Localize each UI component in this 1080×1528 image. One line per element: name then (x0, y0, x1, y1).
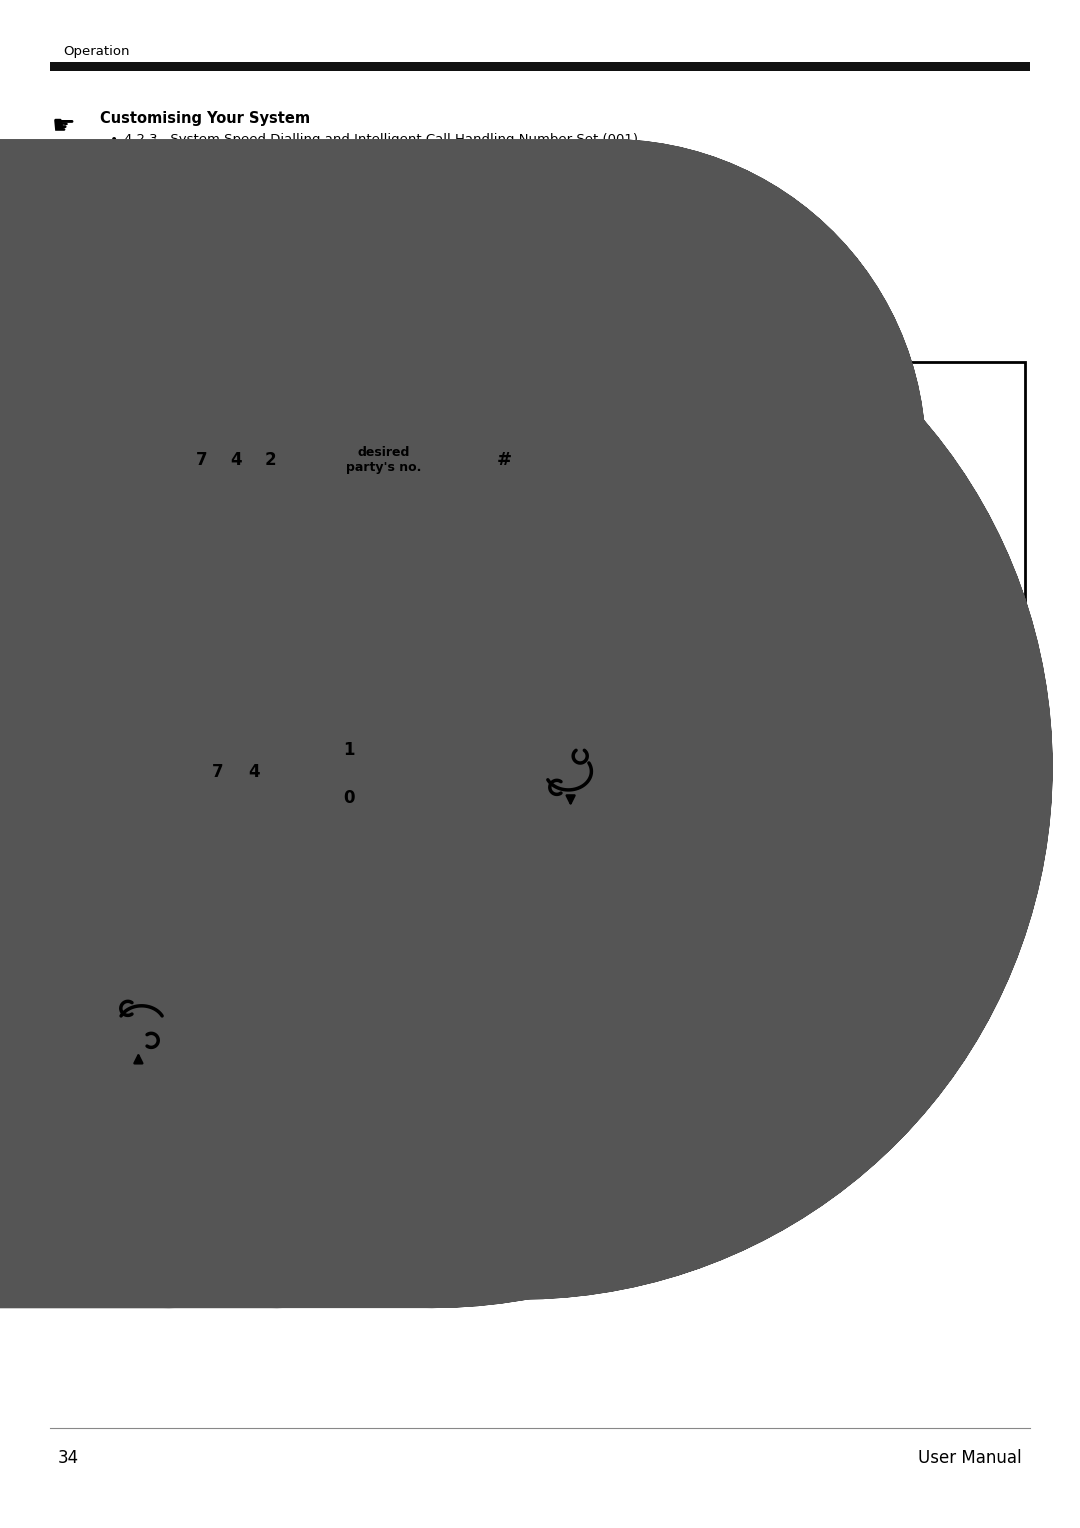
FancyBboxPatch shape (270, 604, 517, 668)
Text: 4.2.3   System Speed Dialling and Intelligent Call Handling Number Set (001): 4.2.3 System Speed Dialling and Intellig… (124, 133, 638, 147)
Text: 0: 0 (343, 788, 354, 807)
Text: ◆: ◆ (55, 663, 68, 681)
Text: 2: 2 (265, 451, 275, 469)
Text: OR: OR (340, 769, 357, 779)
Text: 7: 7 (212, 762, 224, 781)
Bar (55, 924, 167, 950)
FancyBboxPatch shape (334, 431, 434, 489)
Text: Off-hook.: Off-hook. (113, 1086, 166, 1100)
Text: (max. 24 digits).: (max. 24 digits). (336, 555, 434, 567)
Text: number: number (375, 538, 426, 552)
Text: to cancel.: to cancel. (368, 848, 429, 860)
Text: You can make an outside call simply by going off-hook if you pre-assigned a tele: You can make an outside call simply by g… (82, 313, 719, 327)
Text: or: or (343, 848, 359, 860)
Text: DPT/SLT: DPT/SLT (77, 692, 145, 707)
Bar (55, 924, 455, 1118)
Text: 7: 7 (197, 451, 207, 469)
Text: Create or re-arrange a DDI/CLIP key.: Create or re-arrange a DDI/CLIP key. (124, 257, 364, 269)
Text: To dial: To dial (73, 903, 129, 917)
Text: Operation: Operation (63, 46, 130, 58)
Text: party's: party's (336, 538, 387, 552)
Text: Dial: Dial (343, 833, 369, 845)
Text: To store a phone number: To store a phone number (73, 341, 287, 356)
Text: 0: 0 (359, 848, 367, 860)
Text: 1: 1 (343, 741, 354, 759)
Text: Off-hook.: Off-hook. (102, 834, 154, 847)
Text: Cancel: Cancel (367, 792, 407, 805)
Text: To a pre-set party by going off-hook (Pickup Dialling): To a pre-set party by going off-hook (Pi… (87, 289, 679, 307)
Text: Full One-Touch Dialling Assignment: Full One-Touch Dialling Assignment (310, 200, 573, 214)
Text: .: . (521, 523, 525, 535)
Text: 34: 34 (58, 1449, 79, 1467)
Text: Enter a line access number (9 or 81 to 84) as
the first digit before an external: Enter a line access number (9 or 81 to 8… (255, 620, 532, 649)
Text: 1: 1 (365, 833, 373, 845)
Text: •: • (110, 238, 118, 252)
Bar (50, 63, 1030, 70)
Text: .: . (249, 523, 254, 535)
Text: C.Tone: C.Tone (473, 792, 511, 802)
FancyBboxPatch shape (483, 439, 525, 481)
Text: User Manual: User Manual (918, 1449, 1022, 1467)
Text: DPT/SLT: DPT/SLT (77, 931, 145, 944)
Text: #: # (497, 451, 512, 469)
Text: to set: to set (374, 833, 411, 845)
Text: Off-hook.: Off-hook. (102, 523, 154, 535)
Text: 4: 4 (248, 762, 260, 781)
Text: •: • (110, 133, 118, 147)
Text: On-hook.: On-hook. (632, 523, 686, 535)
Text: Dial: Dial (202, 523, 229, 535)
Text: Customising Your Phone: Customising Your Phone (100, 177, 300, 193)
Text: To set/cancel: To set/cancel (73, 665, 185, 680)
Ellipse shape (568, 458, 577, 465)
Text: #: # (510, 523, 519, 535)
Polygon shape (389, 594, 399, 611)
Ellipse shape (468, 773, 476, 781)
FancyBboxPatch shape (217, 442, 255, 478)
FancyBboxPatch shape (199, 753, 237, 792)
Text: 742: 742 (226, 523, 251, 535)
Text: Set: Set (367, 744, 387, 756)
Text: Allow or cancel the one-touch operation while on-hook. (Default: Allow): Allow or cancel the one-touch operation … (124, 219, 600, 232)
Text: 74: 74 (238, 834, 255, 847)
Text: •: • (110, 153, 118, 167)
Text: .: . (254, 834, 258, 847)
Bar (55, 362, 1025, 646)
Text: ◆: ◆ (55, 339, 68, 358)
Text: •: • (110, 200, 118, 214)
Text: 4.1.2   Initial Settings—: 4.1.2 Initial Settings— (124, 200, 280, 214)
FancyBboxPatch shape (332, 733, 366, 766)
Ellipse shape (477, 770, 486, 776)
Text: Enter the: Enter the (336, 523, 395, 535)
Text: Dial: Dial (486, 523, 513, 535)
FancyBboxPatch shape (332, 782, 366, 814)
Text: ◆◆: ◆◆ (55, 289, 81, 307)
Bar (55, 686, 167, 714)
Text: desired: desired (380, 523, 430, 535)
Ellipse shape (557, 461, 566, 468)
Text: C.Tone: C.Tone (564, 480, 600, 490)
Text: 4.1.3   Customising the Buttons: 4.1.3 Customising the Buttons (124, 238, 335, 252)
Bar (55, 362, 167, 390)
FancyBboxPatch shape (251, 442, 289, 478)
FancyBboxPatch shape (235, 753, 273, 792)
Text: 4.2.4   System Speed Dialling and Intelligent Call Handling Name Set (002): 4.2.4 System Speed Dialling and Intellig… (124, 153, 623, 167)
Text: DPT/SLT: DPT/SLT (77, 368, 145, 384)
Text: ☛: ☛ (52, 115, 76, 141)
Text: Dial: Dial (214, 834, 241, 847)
Text: On-hook.: On-hook. (542, 834, 596, 847)
Text: ◆: ◆ (55, 902, 68, 918)
Text: Customising Your System: Customising Your System (100, 110, 310, 125)
FancyBboxPatch shape (301, 714, 436, 830)
Text: desired
party's no.: desired party's no. (347, 446, 421, 474)
Text: 4: 4 (230, 451, 242, 469)
FancyBboxPatch shape (183, 442, 221, 478)
Bar (55, 686, 1025, 885)
